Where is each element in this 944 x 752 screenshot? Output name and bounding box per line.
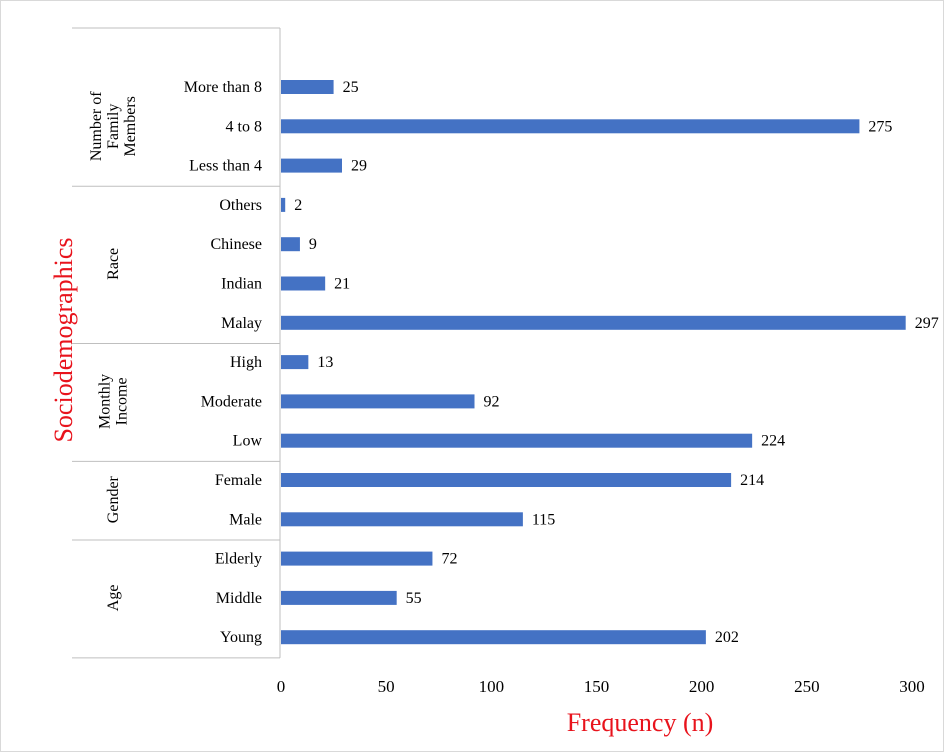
data-label-age-elderly: 72 (441, 551, 457, 568)
category-label-monthly-income-low: Low (233, 433, 263, 450)
x-tick-label-100: 100 (479, 677, 505, 696)
data-label-monthly-income-moderate: 92 (484, 393, 500, 410)
data-label-gender-male: 115 (532, 511, 555, 528)
category-labels: More than 8 4 to 8 Less than 4 Others Chines… (184, 79, 263, 646)
bar-race-malay (281, 315, 906, 330)
category-label-age-middle: Middle (216, 590, 262, 607)
data-label-monthly-income-high: 13 (317, 354, 333, 371)
category-label-number-of-family-members-less-than-4: Less than 4 (189, 158, 262, 175)
data-label-race-chinese: 9 (309, 236, 317, 253)
data-label-number-of-family-members-less-than-4: 29 (351, 158, 367, 175)
bar-gender-female (281, 473, 732, 487)
category-label-race-malay: Malay (221, 315, 262, 332)
x-tick-label-150: 150 (584, 677, 610, 696)
data-label-race-malay: 297 (915, 315, 939, 332)
group-label-race: Race (105, 248, 122, 280)
category-label-age-elderly: Elderly (215, 551, 262, 568)
bar-age-middle (281, 590, 397, 605)
category-label-race-indian: Indian (221, 276, 262, 293)
group-label-gender: Gender (105, 475, 122, 523)
group-label-number-of-family-members: Number ofFamilyMembers (88, 91, 139, 161)
y-axis-title: Sociodemographics (49, 237, 78, 442)
x-tick-labels: 0 50 100 150 200 250 300 (277, 677, 925, 696)
data-label-monthly-income-low: 224 (761, 433, 785, 450)
data-label-age-young: 202 (715, 629, 739, 646)
data-label-race-others: 2 (294, 197, 302, 214)
data-label-race-indian: 21 (334, 276, 350, 293)
category-label-race-chinese: Chinese (210, 236, 262, 253)
bar-age-young (281, 630, 706, 645)
x-tick-label-250: 250 (794, 677, 820, 696)
bar-age-elderly (281, 551, 433, 566)
bar-gender-male (281, 512, 523, 527)
group-label-age: Age (105, 585, 122, 612)
data-label-age-middle: 55 (406, 590, 422, 607)
bar-race-chinese (281, 237, 300, 252)
category-label-number-of-family-members-4-to-8: 4 to 8 (226, 118, 262, 135)
bar-monthly-income-low (281, 433, 753, 448)
category-label-number-of-family-members-more-than-8: More than 8 (184, 79, 262, 96)
bar-number-of-family-members-more-than-8 (281, 80, 334, 94)
category-label-monthly-income-moderate: Moderate (201, 393, 262, 410)
category-label-age-young: Young (220, 629, 262, 646)
bar-race-indian (281, 276, 326, 291)
category-label-gender-male: Male (229, 511, 262, 528)
bar-race-others (281, 197, 286, 212)
group-label-monthly-income: MonthlyIncome (97, 374, 131, 429)
category-table-lines (72, 27, 281, 659)
bar-number-of-family-members-4-to-8 (281, 119, 860, 134)
x-tick-label-200: 200 (689, 677, 715, 696)
x-axis-title: Frequency (n) (567, 708, 714, 737)
category-label-gender-female: Female (215, 472, 262, 489)
category-label-race-others: Others (219, 197, 262, 214)
group-labels: Number ofFamilyMembers Race MonthlyIncome G… (88, 91, 139, 611)
data-label-gender-female: 214 (740, 472, 764, 489)
data-label-number-of-family-members-more-than-8: 25 (343, 79, 359, 96)
bar-monthly-income-moderate (281, 394, 475, 409)
category-label-monthly-income-high: High (230, 354, 262, 371)
data-label-number-of-family-members-4-to-8: 275 (868, 118, 892, 135)
bars (281, 80, 906, 645)
bar-monthly-income-high (281, 355, 309, 370)
x-tick-label-300: 300 (899, 677, 925, 696)
x-tick-label-50: 50 (378, 677, 395, 696)
x-tick-label-0: 0 (277, 677, 286, 696)
bar-number-of-family-members-less-than-4 (281, 158, 342, 173)
